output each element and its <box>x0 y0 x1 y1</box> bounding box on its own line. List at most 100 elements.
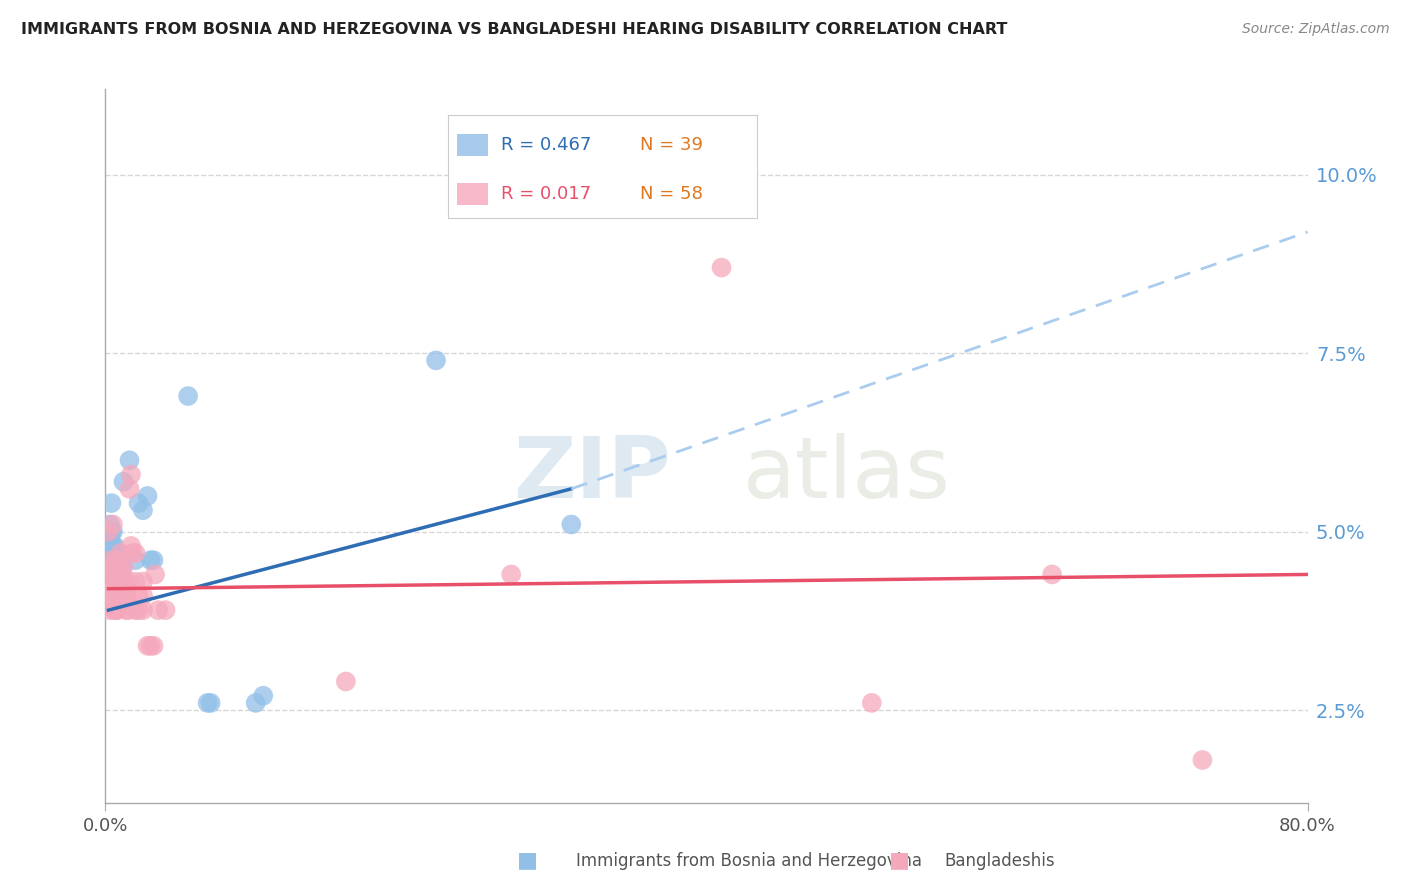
Point <box>108 574 131 589</box>
Point <box>110 546 132 560</box>
Point <box>98 517 121 532</box>
Point <box>100 596 122 610</box>
Point <box>104 546 127 560</box>
Text: Source: ZipAtlas.com: Source: ZipAtlas.com <box>1241 22 1389 37</box>
Text: R = 0.017: R = 0.017 <box>501 185 591 203</box>
Point <box>100 524 122 539</box>
Point <box>118 453 141 467</box>
Point <box>104 553 127 567</box>
Point <box>104 560 127 574</box>
Point <box>132 589 155 603</box>
Point <box>124 574 146 589</box>
Point <box>128 603 150 617</box>
Point <box>100 496 122 510</box>
Text: R = 0.467: R = 0.467 <box>501 136 591 153</box>
Point <box>108 574 131 589</box>
Point <box>132 603 155 617</box>
Point <box>103 589 125 603</box>
Bar <box>457 183 488 205</box>
Point <box>110 560 132 574</box>
Point <box>136 639 159 653</box>
Text: N = 58: N = 58 <box>640 185 703 203</box>
Text: atlas: atlas <box>742 433 950 516</box>
Point <box>111 574 134 589</box>
Point <box>425 353 447 368</box>
Bar <box>457 134 488 156</box>
Point <box>98 574 121 589</box>
Point <box>101 596 124 610</box>
Point <box>103 567 125 582</box>
Point <box>128 496 150 510</box>
Point <box>860 696 883 710</box>
Point <box>103 560 125 574</box>
Point <box>139 639 162 653</box>
Text: ■: ■ <box>890 850 910 870</box>
Point <box>112 574 135 589</box>
Point <box>101 582 124 596</box>
Point <box>501 567 523 582</box>
Point <box>101 524 124 539</box>
Point <box>120 539 142 553</box>
Point <box>197 696 219 710</box>
Point <box>132 574 155 589</box>
Point <box>107 582 129 596</box>
Point <box>117 603 139 617</box>
Point <box>107 567 129 582</box>
Point <box>98 603 121 617</box>
Text: N = 39: N = 39 <box>640 136 703 153</box>
Point <box>124 546 146 560</box>
Point <box>200 696 222 710</box>
Point <box>108 596 131 610</box>
Point <box>1191 753 1213 767</box>
Point <box>120 467 142 482</box>
Point <box>103 539 125 553</box>
Point <box>100 582 122 596</box>
Point <box>117 574 139 589</box>
Point <box>115 589 138 603</box>
Point <box>100 553 122 567</box>
Point <box>110 567 132 582</box>
Point <box>104 574 127 589</box>
Point <box>114 589 136 603</box>
Point <box>177 389 200 403</box>
Point <box>111 560 134 574</box>
Text: IMMIGRANTS FROM BOSNIA AND HERZEGOVINA VS BANGLADESHI HEARING DISABILITY CORRELA: IMMIGRANTS FROM BOSNIA AND HERZEGOVINA V… <box>21 22 1008 37</box>
Point <box>121 546 143 560</box>
Point <box>97 524 120 539</box>
Point <box>142 639 165 653</box>
Point <box>111 574 134 589</box>
Point <box>101 553 124 567</box>
Point <box>101 560 124 574</box>
Point <box>118 482 141 496</box>
Point <box>103 603 125 617</box>
Point <box>1040 567 1063 582</box>
Text: Immigrants from Bosnia and Herzegovina: Immigrants from Bosnia and Herzegovina <box>576 852 922 870</box>
Point <box>245 696 267 710</box>
Point <box>103 553 125 567</box>
Point <box>107 567 129 582</box>
Point <box>107 560 129 574</box>
Point <box>101 517 124 532</box>
Point <box>98 532 121 546</box>
Point <box>104 589 127 603</box>
Point <box>143 567 166 582</box>
Point <box>112 475 135 489</box>
Point <box>107 589 129 603</box>
Point <box>139 553 162 567</box>
Point <box>710 260 733 275</box>
Point <box>155 603 177 617</box>
Point <box>110 582 132 596</box>
Point <box>110 582 132 596</box>
Point <box>142 553 165 567</box>
Point <box>107 603 129 617</box>
Point <box>112 560 135 574</box>
Point <box>124 553 146 567</box>
Point <box>97 524 120 539</box>
Point <box>104 603 127 617</box>
Point <box>136 489 159 503</box>
Text: ■: ■ <box>517 850 537 870</box>
Point <box>107 553 129 567</box>
Text: Bangladeshis: Bangladeshis <box>945 852 1056 870</box>
Point <box>146 603 169 617</box>
Point <box>115 603 138 617</box>
